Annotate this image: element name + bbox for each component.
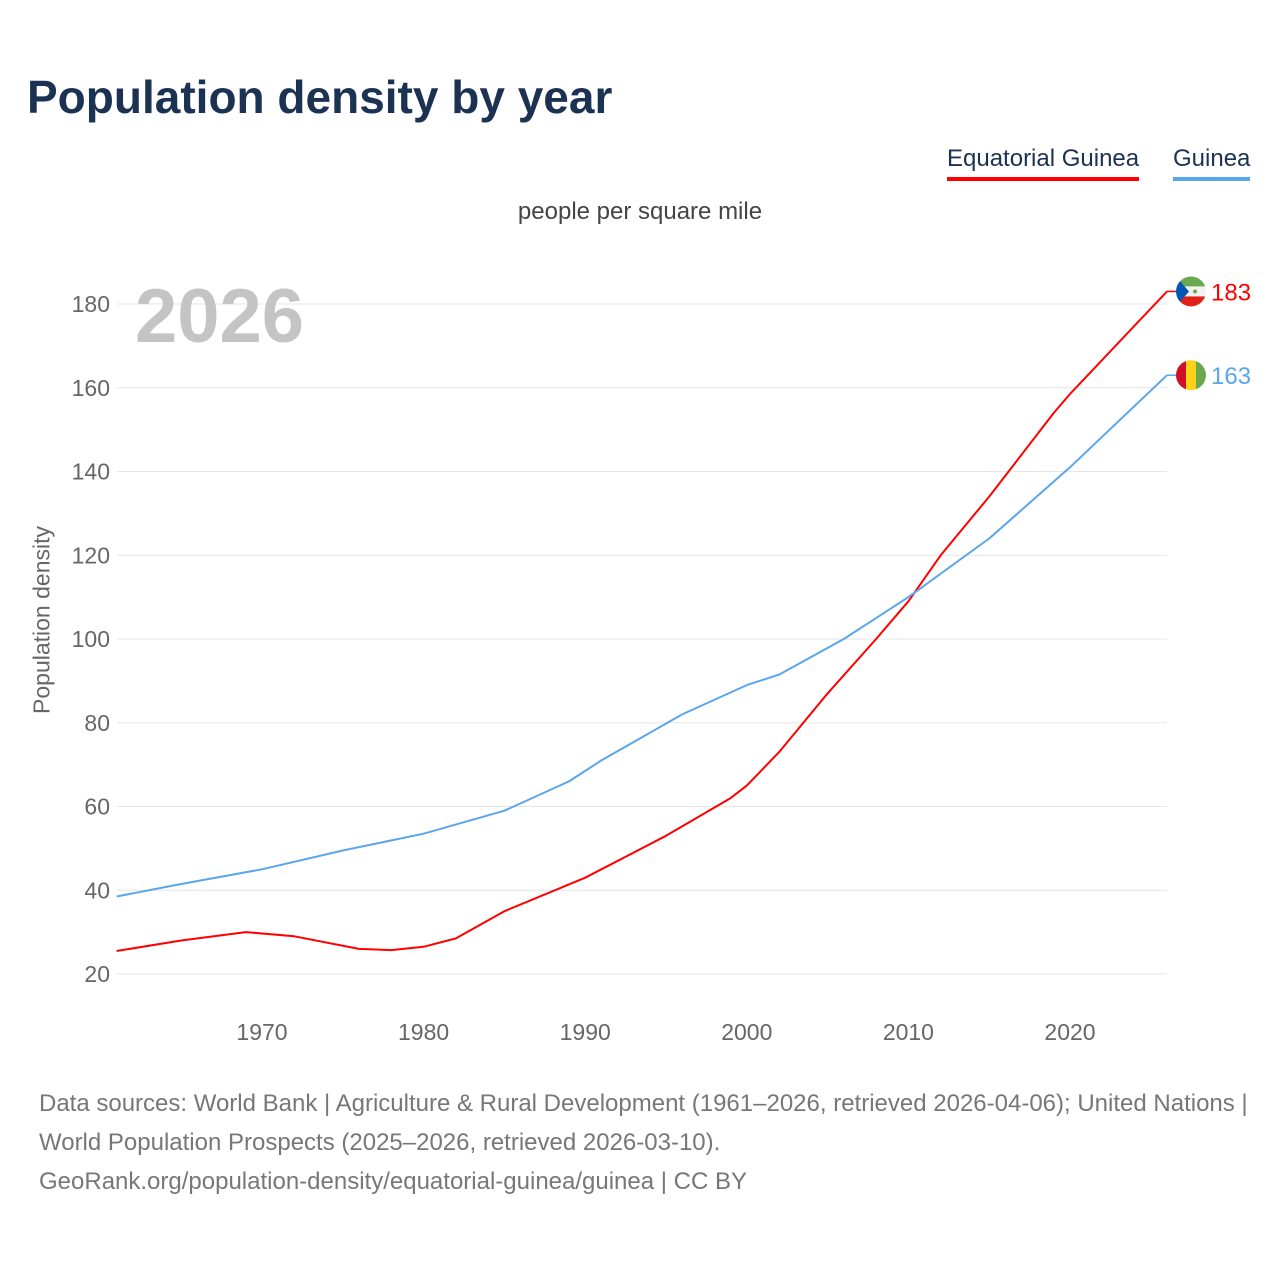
y-tick-label: 100	[72, 626, 110, 652]
y-tick-label: 160	[72, 375, 110, 401]
flag-red	[1176, 296, 1206, 307]
y-tick-label: 120	[72, 542, 110, 568]
x-tick-label: 1970	[236, 1019, 287, 1045]
source-link[interactable]: GeoRank.org/population-density/equatoria…	[39, 1168, 748, 1195]
guinea-flag-icon	[1176, 360, 1206, 391]
x-tick-label: 2000	[721, 1019, 772, 1045]
x-tick-label: 2020	[1044, 1019, 1095, 1045]
equatorial-guinea-flag-icon	[1176, 276, 1206, 307]
legend-guinea[interactable]: Guinea	[1173, 145, 1251, 181]
y-tick-label: 60	[84, 794, 110, 820]
footer: Data sources: World Bank | Agriculture &…	[39, 1084, 1249, 1201]
flag-red	[1176, 360, 1186, 391]
x-tick-label: 1990	[560, 1019, 611, 1045]
flag-green	[1196, 360, 1206, 391]
flag-white	[1176, 286, 1206, 297]
end-value-label-guinea: 163	[1211, 363, 1251, 390]
legend-equatorial-guinea[interactable]: Equatorial Guinea	[947, 145, 1140, 181]
chart-title: Population density by year	[27, 71, 613, 123]
y-tick-label: 40	[84, 877, 110, 903]
flag-triangle	[1176, 276, 1189, 307]
x-tick-label: 2010	[883, 1019, 934, 1045]
year-watermark: 2026	[135, 274, 304, 359]
series-line-equatorial-guinea	[116, 290, 1168, 952]
end-value-label-equatorial-guinea: 183	[1211, 279, 1251, 306]
x-tick-label: 1980	[398, 1019, 449, 1045]
flag-yellow	[1186, 360, 1196, 391]
flag-green	[1176, 276, 1206, 287]
series-line-guinea	[116, 374, 1168, 898]
data-sources: Data sources: World Bank | Agriculture &…	[39, 1090, 1248, 1156]
y-tick-label: 180	[72, 291, 110, 317]
y-tick-label: 20	[84, 961, 110, 987]
y-tick-label: 80	[84, 710, 110, 736]
flag-emblem	[1193, 289, 1197, 294]
chart-subtitle: people per square mile	[517, 198, 763, 225]
y-tick-label: 140	[72, 459, 110, 485]
